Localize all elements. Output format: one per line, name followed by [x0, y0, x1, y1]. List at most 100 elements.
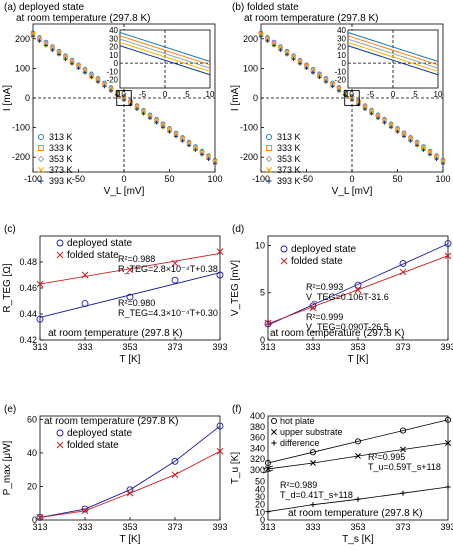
data-point	[441, 161, 445, 166]
y-axis-label: V_TEG [mV]	[230, 260, 241, 316]
data-point	[428, 152, 432, 157]
data-point	[36, 315, 44, 323]
inset-y-tick-label: 10	[337, 51, 346, 60]
data-point	[444, 252, 452, 260]
y-tick-label: 100	[243, 63, 258, 73]
inset-y-tick-label: 40	[337, 26, 346, 35]
data-point	[216, 271, 224, 279]
inset-series-line	[119, 35, 211, 66]
data-point	[264, 320, 272, 328]
x-axis-label: V_L [mV]	[104, 186, 145, 197]
data-point	[408, 139, 413, 143]
data-point	[400, 446, 406, 453]
data-point	[421, 148, 426, 152]
data-point	[81, 300, 89, 308]
data-point	[171, 457, 179, 465]
data-point	[171, 471, 179, 479]
x-tick-label: 313	[260, 342, 275, 352]
data-point	[122, 98, 126, 102]
legend-label: deployed state	[291, 244, 356, 255]
legend-marker	[38, 178, 44, 184]
legend-marker	[56, 251, 64, 259]
fit-r2: R²=0.980	[118, 298, 155, 308]
inset-y-tick-label: -10	[106, 67, 118, 76]
fit-line	[39, 272, 221, 318]
legend-marker	[270, 417, 278, 425]
data-point	[399, 268, 407, 276]
y-tick-label: 50	[255, 477, 265, 487]
y-tick-label: 200	[243, 34, 258, 44]
y-axis-label: I [mA]	[2, 85, 13, 111]
data-point	[36, 514, 44, 521]
data-point	[83, 70, 87, 75]
zoom-box	[116, 90, 132, 106]
legend-label: upper substrate	[280, 427, 343, 437]
y-tick-label: 340	[250, 443, 265, 453]
data-point	[337, 89, 341, 93]
data-point	[265, 465, 271, 472]
inset-y-tick-label: 40	[109, 26, 118, 35]
inset-series-line	[347, 35, 439, 66]
y-tick-label: -100	[12, 123, 30, 133]
data-point	[264, 319, 272, 327]
data-point	[216, 248, 224, 255]
y-tick-label: 0.42	[19, 335, 37, 345]
inset-y-tick-label: 30	[337, 34, 346, 43]
panel-title: (a) deployed state	[4, 2, 84, 13]
y-tick-label: 5	[260, 288, 265, 298]
x-tick-label: 50	[392, 174, 402, 184]
y-tick-label: 300	[250, 465, 265, 475]
data-point	[213, 161, 217, 166]
x-tick-label: 313	[260, 522, 275, 532]
y-tick-label: 400	[250, 411, 265, 421]
legend-label: 393 K	[277, 176, 301, 186]
data-point	[193, 148, 198, 152]
data-point	[135, 107, 139, 111]
x-tick-label: 353	[122, 342, 137, 352]
data-point	[376, 116, 380, 121]
y-tick-label: 60	[27, 414, 37, 424]
y-axis-label: T_u [K]	[230, 452, 241, 484]
data-point	[310, 460, 316, 466]
annotation: at room temperature (297.8 K)	[48, 328, 183, 339]
legend-label: 393 K	[49, 176, 73, 186]
data-point	[126, 293, 134, 301]
legend-marker	[280, 257, 288, 265]
axis-break	[262, 465, 274, 474]
inset-x-tick-label: -5	[139, 90, 147, 99]
panel-label: (d)	[232, 224, 244, 235]
fit-r2: R²=0.999	[306, 312, 343, 322]
data-point	[96, 80, 100, 84]
legend-label: 373 K	[277, 165, 301, 175]
series-deployed-state	[36, 271, 224, 323]
legend-label: 353 K	[277, 154, 301, 164]
data-point	[161, 125, 165, 130]
x-tick-label: 50	[164, 174, 174, 184]
fit-line	[267, 243, 449, 326]
data-point	[50, 48, 55, 52]
data-point	[264, 459, 272, 467]
panel-subtitle: at room temperature (297.8 K)	[244, 13, 379, 24]
y-tick-label: 20	[27, 481, 37, 491]
zoom-box	[344, 90, 360, 106]
legend-label: difference	[280, 438, 319, 448]
data-point	[434, 157, 439, 161]
legend-marker	[271, 440, 277, 446]
panel-subtitle: at room temperature (297.8 K)	[16, 13, 151, 24]
data-point	[291, 57, 296, 61]
x-tick-label: -50	[300, 174, 313, 184]
y-tick-label: 0.44	[19, 309, 37, 319]
data-point	[200, 152, 204, 157]
inset-series-line	[119, 41, 211, 72]
fit-r2: R²=0.993	[306, 282, 343, 292]
y-tick-label: 0	[260, 335, 265, 345]
fit-curve	[39, 450, 221, 518]
y-tick-label: 320	[250, 454, 265, 464]
fit-equation: R_TEG=4.3×10⁻⁴T+0.30	[118, 308, 218, 318]
inset-y-tick-label: 0	[342, 59, 347, 68]
y-tick-label: 40	[255, 484, 265, 494]
annotation: at room temperature (297.8 K)	[270, 328, 405, 339]
x-tick-label: 100	[435, 174, 450, 184]
